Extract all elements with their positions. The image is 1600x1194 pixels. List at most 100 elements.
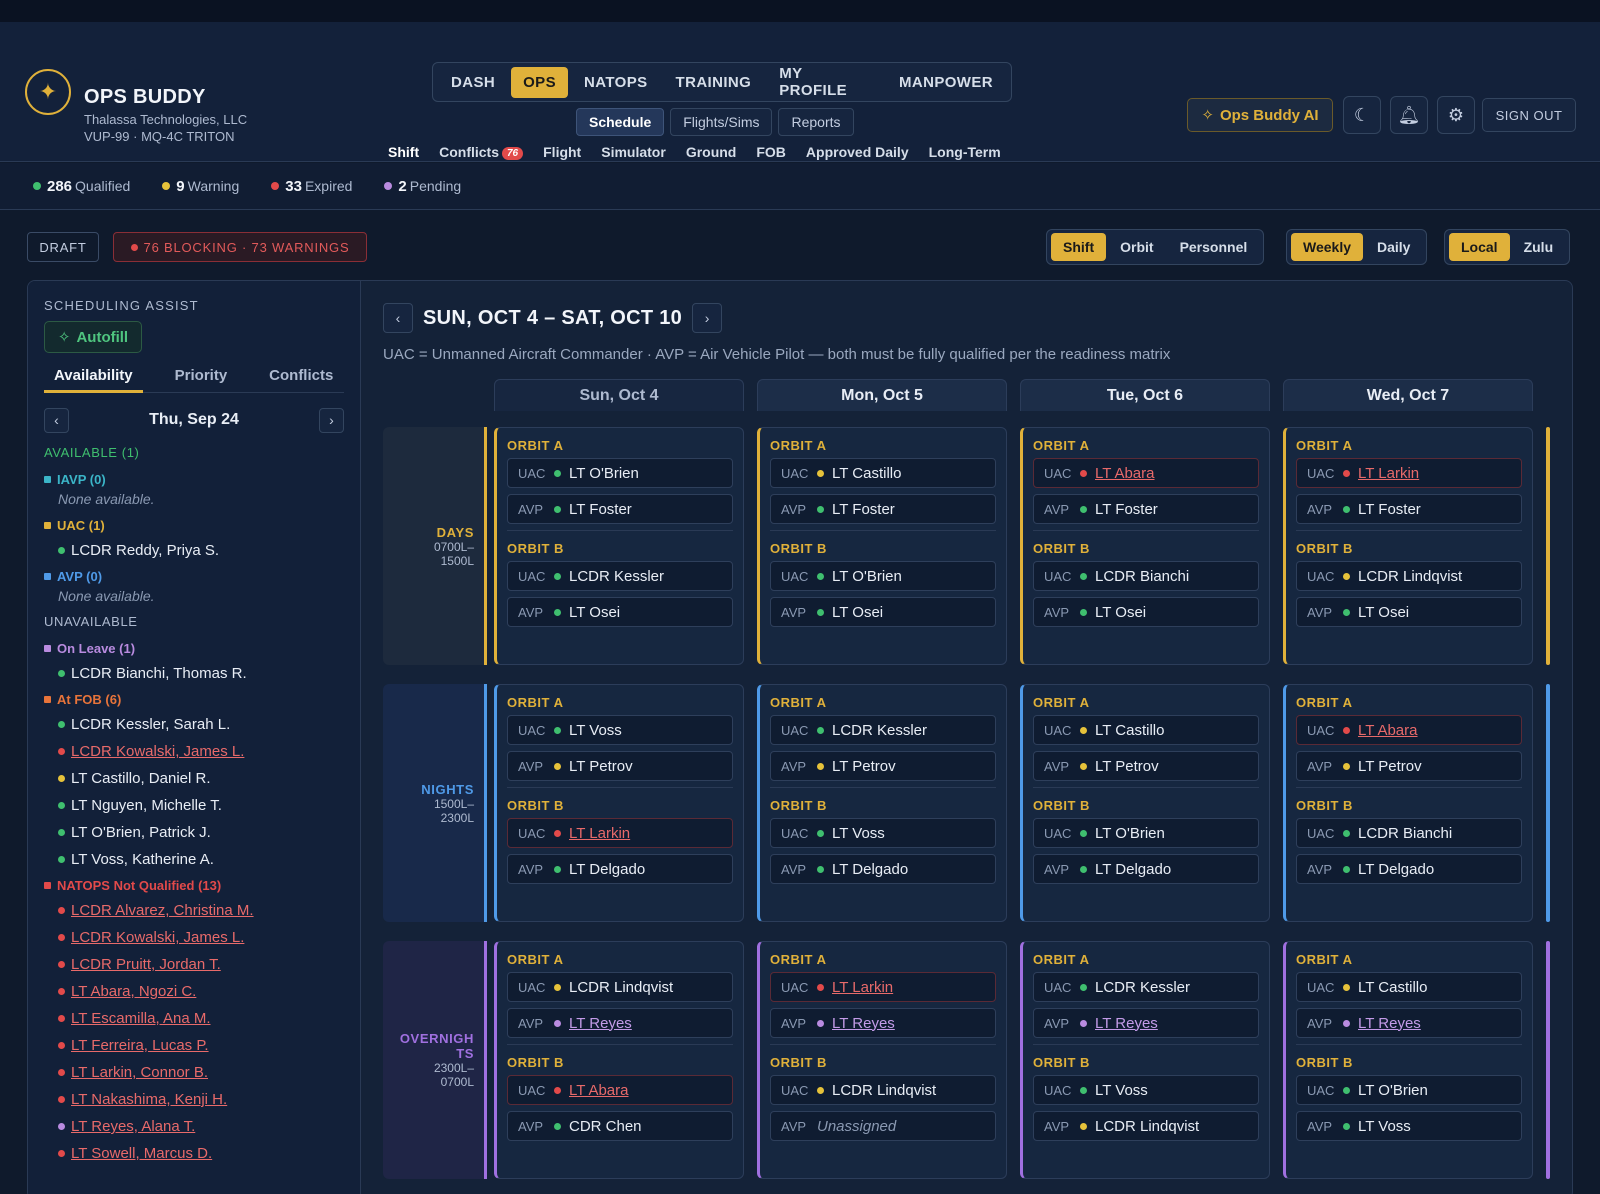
settings-button[interactable]: ⚙ [1437, 96, 1475, 134]
person-item[interactable]: LT Sowell, Marcus D. [44, 1140, 349, 1167]
person-item[interactable]: LT Voss, Katherine A. [44, 846, 349, 873]
crew-slot-avp[interactable]: AVP LT Petrov [770, 751, 996, 781]
crew-slot-uac[interactable]: UAC LT O'Brien [507, 458, 733, 488]
crew-slot-avp[interactable]: AVP LT Foster [770, 494, 996, 524]
status-qualified[interactable]: 286 Qualified [33, 178, 130, 195]
person-item[interactable]: LCDR Alvarez, Christina M. [44, 897, 349, 924]
sidebar-tab-availability[interactable]: Availability [44, 361, 143, 393]
crew-slot-uac[interactable]: UAC LT Larkin [1296, 458, 1522, 488]
prev-week-button[interactable]: ‹ [383, 303, 413, 333]
crew-slot-avp[interactable]: AVP CDR Chen [507, 1111, 733, 1141]
crew-slot-uac[interactable]: UAC LCDR Lindqvist [1296, 561, 1522, 591]
crew-slot-uac[interactable]: UAC LT Larkin [770, 972, 996, 1002]
person-item[interactable]: LT Abara, Ngozi C. [44, 978, 349, 1005]
crew-slot-uac[interactable]: UAC LT Abara [1296, 715, 1522, 745]
person-item[interactable]: LCDR Kessler, Sarah L. [44, 711, 349, 738]
theme-toggle-button[interactable]: ☾ [1343, 96, 1381, 134]
crew-slot-avp[interactable]: AVP LT Delgado [1033, 854, 1259, 884]
crew-slot-avp[interactable]: AVP LT Reyes [1033, 1008, 1259, 1038]
view-orbit[interactable]: Orbit [1120, 239, 1154, 255]
day-header[interactable]: Wed, Oct 7 [1283, 379, 1533, 411]
crew-slot-avp[interactable]: AVP LT Reyes [507, 1008, 733, 1038]
nav-ops[interactable]: OPS [511, 66, 568, 98]
autofill-button[interactable]: ✧ Autofill [44, 321, 142, 353]
crew-slot-uac[interactable]: UAC LT O'Brien [770, 561, 996, 591]
subnav-reports[interactable]: Reports [778, 108, 854, 136]
crew-slot-uac[interactable]: UAC LCDR Bianchi [1033, 561, 1259, 591]
person-item[interactable]: LT Ferreira, Lucas P. [44, 1032, 349, 1059]
crew-slot-avp[interactable]: AVP LT Petrov [1033, 751, 1259, 781]
tab-conflicts[interactable]: Conflicts 76 [439, 144, 524, 166]
crew-slot-uac[interactable]: UAC LCDR Kessler [770, 715, 996, 745]
crew-slot-avp[interactable]: AVP LT Reyes [770, 1008, 996, 1038]
status-expired[interactable]: 33 Expired [271, 178, 352, 195]
person-item[interactable]: LT Reyes, Alana T. [44, 1113, 349, 1140]
crew-slot-avp[interactable]: AVP LT Voss [1296, 1111, 1522, 1141]
ops-buddy-ai-button[interactable]: ✧ Ops Buddy AI [1187, 98, 1333, 132]
crew-slot-uac[interactable]: UAC LT Voss [770, 818, 996, 848]
crew-slot-avp[interactable]: AVP LT Delgado [507, 854, 733, 884]
crew-slot-avp[interactable]: AVP LT Osei [770, 597, 996, 627]
tab-approved-daily[interactable]: Approved Daily [806, 144, 909, 166]
crew-slot-avp[interactable]: AVP LT Reyes [1296, 1008, 1522, 1038]
tab-ground[interactable]: Ground [686, 144, 737, 166]
crew-slot-uac[interactable]: UAC LT O'Brien [1033, 818, 1259, 848]
status-pending[interactable]: 2 Pending [384, 178, 461, 195]
tab-flight[interactable]: Flight [543, 144, 581, 166]
person-item[interactable]: LT Escamilla, Ana M. [44, 1005, 349, 1032]
crew-slot-uac[interactable]: UAC LT Abara [1033, 458, 1259, 488]
day-header[interactable]: Sun, Oct 4 [494, 379, 744, 411]
tab-fob[interactable]: FOB [756, 144, 786, 166]
crew-slot-avp[interactable]: AVP LT Osei [507, 597, 733, 627]
nav-dash[interactable]: DASH [451, 73, 496, 91]
crew-slot-avp[interactable]: AVP LT Petrov [507, 751, 733, 781]
sidebar-tab-priority[interactable]: Priority [174, 367, 228, 384]
day-header[interactable]: Mon, Oct 5 [757, 379, 1007, 411]
person-item[interactable]: LCDR Kowalski, James L. [44, 924, 349, 951]
crew-slot-avp[interactable]: AVP LT Foster [1296, 494, 1522, 524]
tab-long-term[interactable]: Long-Term [929, 144, 1001, 166]
nav-manpower[interactable]: MANPOWER [898, 73, 993, 91]
period-weekly[interactable]: Weekly [1291, 233, 1363, 261]
crew-slot-avp[interactable]: AVP LT Delgado [770, 854, 996, 884]
period-daily[interactable]: Daily [1377, 239, 1411, 255]
crew-slot-uac[interactable]: UAC LT Voss [507, 715, 733, 745]
crew-slot-uac[interactable]: UAC LT Voss [1033, 1075, 1259, 1105]
tab-simulator[interactable]: Simulator [601, 144, 666, 166]
person-item[interactable]: LCDR Kowalski, James L. [44, 738, 349, 765]
person-item[interactable]: LT Nguyen, Michelle T. [44, 792, 349, 819]
crew-slot-uac[interactable]: UAC LCDR Lindqvist [770, 1075, 996, 1105]
crew-slot-uac[interactable]: UAC LT Abara [507, 1075, 733, 1105]
crew-slot-avp[interactable]: AVP LT Petrov [1296, 751, 1522, 781]
view-shift[interactable]: Shift [1051, 233, 1107, 261]
crew-slot-avp[interactable]: AVP LT Delgado [1296, 854, 1522, 884]
person-item[interactable]: LT Nakashima, Kenji H. [44, 1086, 349, 1113]
crew-slot-uac[interactable]: UAC LT Larkin [507, 818, 733, 848]
blocking-warnings-badge[interactable]: 76 BLOCKING · 73 WARNINGS [113, 232, 367, 262]
nav-training[interactable]: TRAINING [675, 73, 752, 91]
person-item[interactable]: LCDR Pruitt, Jordan T. [44, 951, 349, 978]
crew-slot-uac[interactable]: UAC LT Castillo [770, 458, 996, 488]
crew-slot-uac[interactable]: UAC LT O'Brien [1296, 1075, 1522, 1105]
crew-slot-avp[interactable]: AVP LT Foster [1033, 494, 1259, 524]
crew-slot-uac[interactable]: UAC LCDR Kessler [1033, 972, 1259, 1002]
prev-day-button[interactable]: ‹ [44, 407, 69, 433]
crew-slot-uac[interactable]: UAC LCDR Bianchi [1296, 818, 1522, 848]
crew-slot-uac[interactable]: UAC LCDR Lindqvist [507, 972, 733, 1002]
eagle-emblem-icon[interactable]: ✦ [25, 69, 71, 115]
person-item[interactable]: LT Larkin, Connor B. [44, 1059, 349, 1086]
next-day-button[interactable]: › [318, 407, 344, 433]
person-item[interactable]: LT Castillo, Daniel R. [44, 765, 349, 792]
crew-slot-avp[interactable]: AVP LT Foster [507, 494, 733, 524]
tz-local[interactable]: Local [1449, 233, 1510, 261]
crew-slot-uac[interactable]: UAC LT Castillo [1033, 715, 1259, 745]
person-item[interactable]: LT O'Brien, Patrick J. [44, 819, 349, 846]
status-warning[interactable]: 9 Warning [162, 178, 239, 195]
day-header[interactable]: Tue, Oct 6 [1020, 379, 1270, 411]
crew-slot-avp[interactable]: AVP Unassigned [770, 1111, 996, 1141]
crew-slot-avp[interactable]: AVP LT Osei [1033, 597, 1259, 627]
crew-slot-avp[interactable]: AVP LCDR Lindqvist [1033, 1111, 1259, 1141]
sign-out-button[interactable]: SIGN OUT [1482, 98, 1576, 132]
person-item[interactable]: LCDR Bianchi, Thomas R. [44, 660, 349, 687]
tz-zulu[interactable]: Zulu [1523, 239, 1554, 255]
